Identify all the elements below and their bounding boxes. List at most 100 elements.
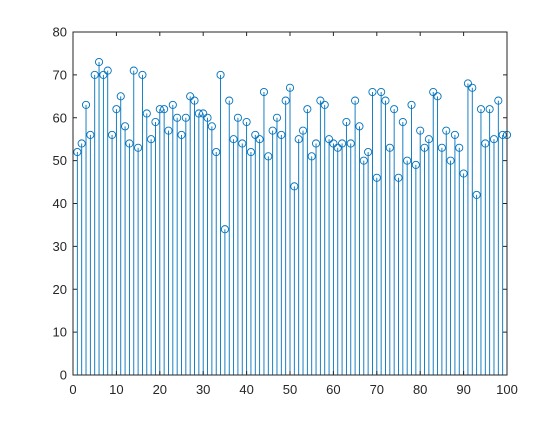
stem-marker xyxy=(346,139,355,148)
x-tick-label: 20 xyxy=(153,382,167,397)
x-tick-label: 60 xyxy=(326,382,340,397)
stem-marker xyxy=(298,126,308,135)
stem-marker xyxy=(125,139,134,148)
y-tick-label: 10 xyxy=(53,325,67,340)
stem-marker xyxy=(264,152,273,161)
stem-marker xyxy=(351,96,360,105)
stem-marker xyxy=(246,147,255,157)
stem-marker xyxy=(316,96,325,105)
stem-marker xyxy=(142,109,151,118)
stem-marker xyxy=(81,100,91,109)
y-tick-label: 20 xyxy=(53,282,67,297)
x-tick-label: 30 xyxy=(196,382,210,397)
stem-marker xyxy=(233,113,242,122)
stem-marker xyxy=(381,96,390,105)
stem-marker xyxy=(151,117,160,127)
stem-marker xyxy=(468,83,477,92)
stem-marker xyxy=(455,143,464,152)
stem-marker xyxy=(489,135,499,144)
stem-marker xyxy=(203,113,212,122)
y-tick-label: 70 xyxy=(53,67,67,82)
stem-marker xyxy=(86,130,95,139)
stem-marker xyxy=(281,96,290,105)
stem-marker xyxy=(377,87,386,97)
stem-marker xyxy=(411,160,420,169)
stem-marker xyxy=(190,96,199,105)
y-tick-label: 50 xyxy=(53,153,67,168)
stem-marker xyxy=(424,135,433,144)
x-tick-label: 50 xyxy=(283,382,297,397)
stem-marker xyxy=(103,66,112,75)
stem-marker xyxy=(251,130,260,139)
stem-marker xyxy=(472,190,481,199)
stem-marker xyxy=(403,156,412,165)
stem-marker xyxy=(476,105,486,114)
stem-marker xyxy=(129,66,138,75)
stem-marker xyxy=(238,139,247,148)
stem-marker xyxy=(390,105,399,114)
stem-marker xyxy=(168,100,177,109)
stem-marker xyxy=(329,139,338,148)
markers-layer xyxy=(73,57,512,234)
stem-marker xyxy=(420,143,429,152)
stem-marker xyxy=(259,87,269,97)
stem-marker xyxy=(372,173,381,182)
stem-marker xyxy=(229,135,238,144)
stem-marker xyxy=(364,147,373,157)
stems-layer xyxy=(76,62,508,375)
stem-marker xyxy=(73,147,82,157)
stem-marker xyxy=(177,130,186,139)
stem-marker xyxy=(307,152,316,161)
stem-marker xyxy=(394,173,403,182)
stem-marker xyxy=(359,156,368,165)
x-tick-label: 100 xyxy=(496,382,518,397)
stem-marker xyxy=(294,135,303,144)
stem-marker xyxy=(481,139,490,148)
x-axis-ticks: 0 10 20 30 40 50 60 70 80 90 100 xyxy=(69,32,518,397)
x-tick-label: 0 xyxy=(69,382,76,397)
y-tick-label: 30 xyxy=(53,239,67,254)
stem-marker xyxy=(225,96,234,105)
stem-marker xyxy=(338,139,347,148)
stem-marker xyxy=(429,87,438,97)
stem-marker xyxy=(433,92,442,101)
stem-marker xyxy=(446,156,455,165)
stem-marker xyxy=(320,100,329,109)
stem-marker xyxy=(268,126,277,135)
stem-marker xyxy=(116,92,125,101)
stem-marker xyxy=(498,130,507,139)
stem-marker xyxy=(303,105,312,114)
stem-marker xyxy=(290,182,299,191)
stem-marker xyxy=(325,135,334,144)
stem-marker xyxy=(385,143,394,152)
stem-marker xyxy=(333,143,342,152)
stem-marker xyxy=(407,100,416,109)
stem-marker xyxy=(121,122,130,131)
stem-marker xyxy=(134,143,143,152)
stem-marker xyxy=(242,117,251,127)
stem-marker xyxy=(90,70,99,79)
stem-marker xyxy=(212,147,221,157)
stem-marker xyxy=(194,109,203,118)
stem-marker xyxy=(277,130,286,139)
stem-marker xyxy=(355,122,364,131)
x-tick-label: 90 xyxy=(456,382,470,397)
stem-marker xyxy=(459,169,468,178)
stem-marker xyxy=(342,117,351,127)
stem-marker xyxy=(450,130,459,139)
stem-marker xyxy=(398,117,407,127)
stem-marker xyxy=(207,122,216,131)
stem-marker xyxy=(112,105,121,114)
y-tick-label: 0 xyxy=(60,368,67,383)
stem-marker xyxy=(160,105,169,114)
y-tick-label: 80 xyxy=(53,25,67,40)
stem-marker xyxy=(77,139,86,148)
stem-marker xyxy=(442,126,451,135)
stem-marker xyxy=(155,105,164,114)
x-tick-label: 70 xyxy=(370,382,384,397)
x-tick-label: 80 xyxy=(413,382,427,397)
stem-marker xyxy=(437,143,446,152)
y-axis-ticks: 0 10 20 30 40 50 60 70 80 xyxy=(53,25,507,383)
stem-marker xyxy=(463,79,472,88)
